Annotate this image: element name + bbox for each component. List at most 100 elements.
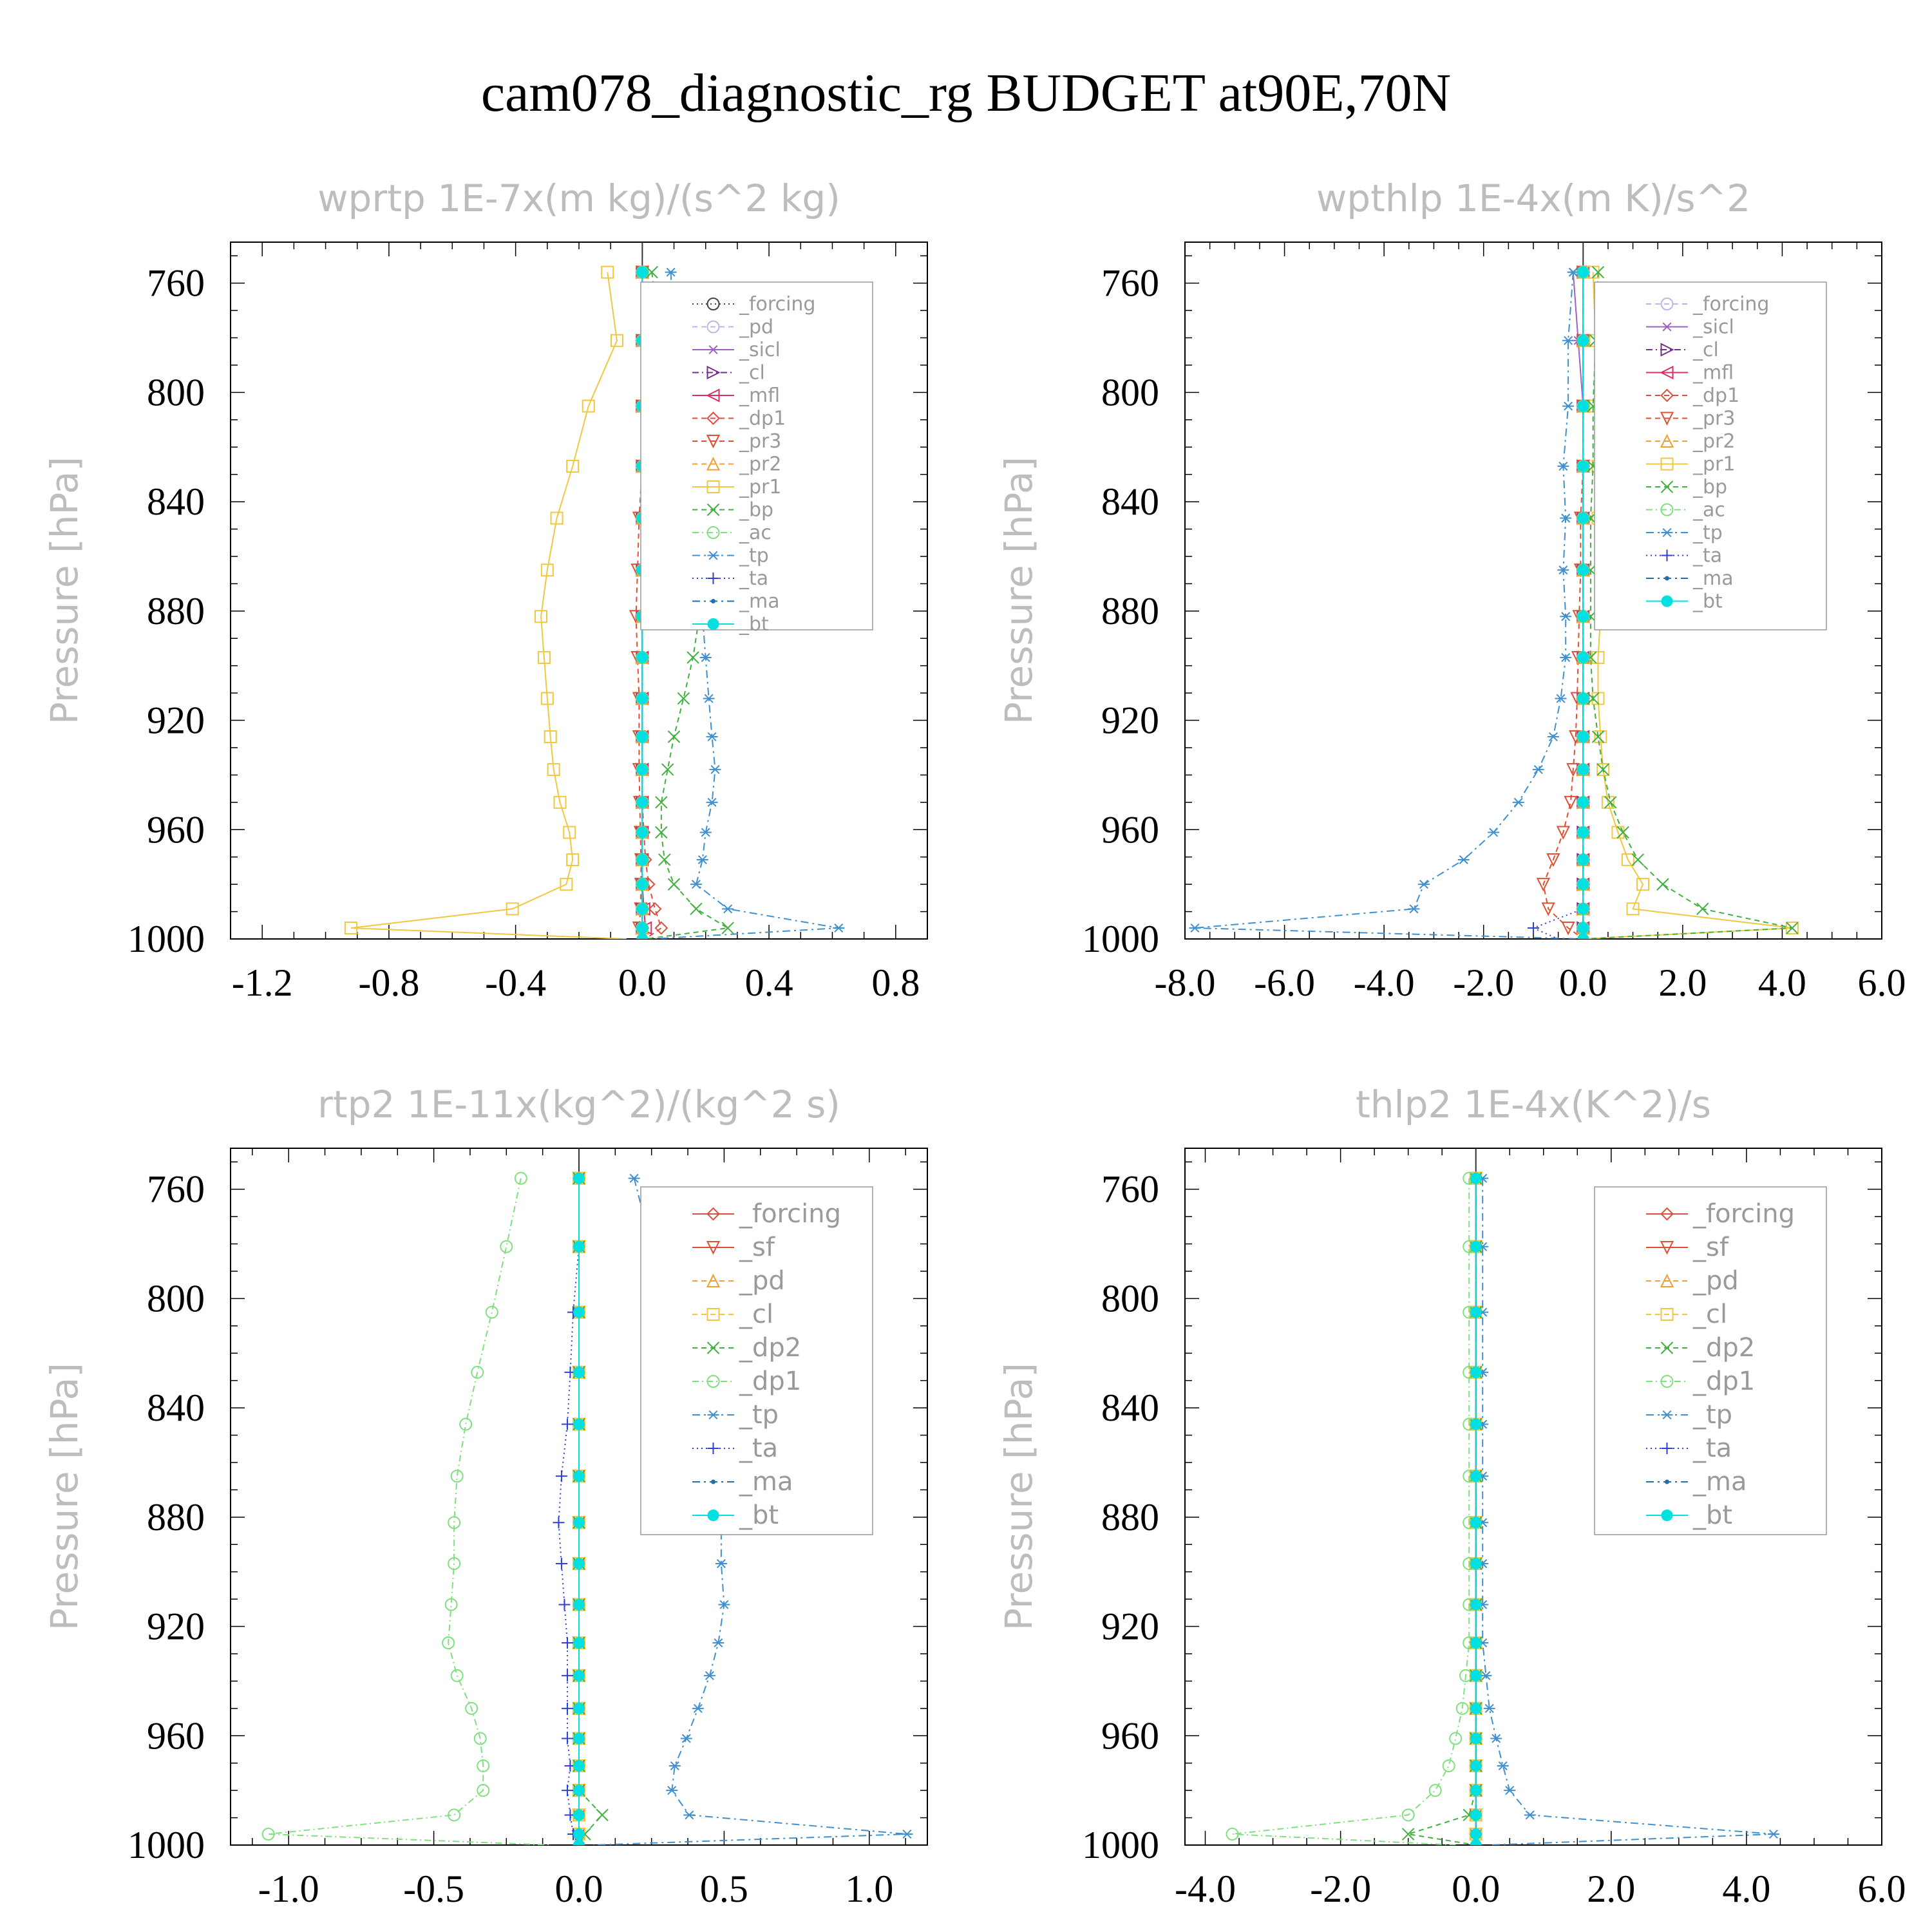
y-tick-label: 1000 (128, 1824, 205, 1866)
data-point (573, 1470, 585, 1482)
data-point (1696, 902, 1709, 916)
legend-label: _pr3 (1692, 408, 1735, 430)
data-point (833, 923, 845, 933)
data-point (658, 853, 671, 866)
data-point (636, 266, 649, 278)
data-point (1470, 1366, 1482, 1378)
y-axis-label: Pressure [hPa] (43, 1363, 86, 1631)
data-point (636, 933, 649, 939)
data-point (703, 1671, 715, 1680)
data-point (636, 731, 649, 743)
series-group (1189, 265, 1799, 939)
legend-label: _forcing (1692, 1199, 1795, 1229)
legend-box (1594, 1186, 1827, 1535)
legend-marker (1660, 1375, 1674, 1388)
data-point (665, 267, 677, 277)
data-point (1470, 1809, 1482, 1821)
data-point (680, 1734, 692, 1743)
y-tick-label: 760 (1101, 1168, 1159, 1211)
x-tick-label: -1.2 (232, 961, 293, 1004)
data-point (636, 692, 649, 705)
data-point (442, 1636, 455, 1650)
data-point (1470, 1306, 1482, 1318)
data-point (1594, 730, 1607, 744)
data-point (699, 828, 712, 837)
legend-marker (1665, 576, 1669, 581)
x-tick-label: -0.5 (403, 1868, 464, 1910)
data-point (601, 265, 614, 279)
data-point (636, 922, 649, 934)
data-point (1577, 853, 1589, 866)
data-point (1470, 1557, 1482, 1569)
data-point (573, 1366, 585, 1378)
legend-marker (711, 1479, 715, 1484)
legend-label: _pd (739, 316, 773, 339)
data-point (706, 797, 718, 807)
data-point (561, 1669, 573, 1681)
y-tick-label: 960 (147, 1714, 205, 1757)
legend-label: _mfl (739, 384, 780, 407)
data-point (448, 1557, 461, 1570)
data-point (1455, 1701, 1469, 1715)
x-tick-label: -2.0 (1310, 1868, 1371, 1910)
y-tick-label: 920 (147, 699, 205, 742)
data-point (561, 1637, 573, 1649)
data-point (636, 651, 649, 663)
data-point (1470, 1759, 1482, 1772)
data-point (596, 1808, 609, 1822)
series-line (1583, 272, 1793, 939)
data-point (1577, 763, 1589, 775)
data-point (444, 1598, 458, 1611)
data-point (1577, 692, 1589, 705)
legend-label: _bp (739, 499, 773, 522)
data-point (1577, 731, 1589, 743)
legend-marker (1660, 412, 1674, 426)
data-point (1512, 797, 1524, 807)
data-point (261, 1828, 275, 1841)
data-point (448, 1516, 461, 1530)
legend-label: _bt (1692, 591, 1723, 613)
data-point (1470, 1418, 1482, 1430)
data-point (1577, 512, 1589, 524)
data-point (1566, 762, 1580, 777)
data-point (555, 1557, 567, 1569)
data-point (1470, 1637, 1482, 1649)
data-point (547, 762, 560, 776)
data-point (506, 902, 519, 916)
data-point (1470, 1785, 1482, 1797)
data-point (1577, 796, 1589, 808)
data-point (718, 1600, 730, 1609)
legend-marker (1660, 433, 1674, 448)
data-point (1596, 763, 1609, 776)
data-point (550, 511, 564, 525)
data-point (712, 1638, 724, 1648)
data-point (1577, 266, 1589, 278)
legend-label: _tp (1692, 1400, 1732, 1430)
data-point (1497, 1761, 1509, 1770)
data-point (1560, 652, 1572, 662)
data-point (683, 1810, 696, 1820)
data-point (459, 1417, 473, 1431)
legend-box (640, 1186, 873, 1535)
legend-marker (707, 1410, 719, 1420)
data-point (654, 921, 668, 935)
y-tick-label: 880 (147, 590, 205, 632)
legend-marker (706, 1375, 720, 1388)
panel-title: rtp2 1E-11x(kg^2)/(kg^2 s) (317, 1083, 840, 1126)
data-point (1226, 1828, 1239, 1841)
legend-label: _ac (739, 522, 772, 544)
y-axis-label: Pressure [hPa] (997, 457, 1041, 724)
legend-marker (706, 480, 720, 493)
data-point (1470, 1470, 1482, 1482)
x-tick-label: 0.0 (1559, 961, 1607, 1004)
chart-panel: wpthlp 1E-4x(m K)/s^2 Pressure [hPa] 760 80… (997, 176, 1906, 1004)
legend-marker (1660, 365, 1674, 380)
x-tick-label: -1.0 (258, 1868, 319, 1910)
data-point (1631, 853, 1645, 866)
data-point (1541, 902, 1555, 916)
legend-marker (706, 1273, 721, 1287)
data-point (1604, 796, 1617, 809)
legend-marker (707, 573, 719, 584)
data-point (534, 610, 547, 623)
data-point (703, 694, 715, 703)
